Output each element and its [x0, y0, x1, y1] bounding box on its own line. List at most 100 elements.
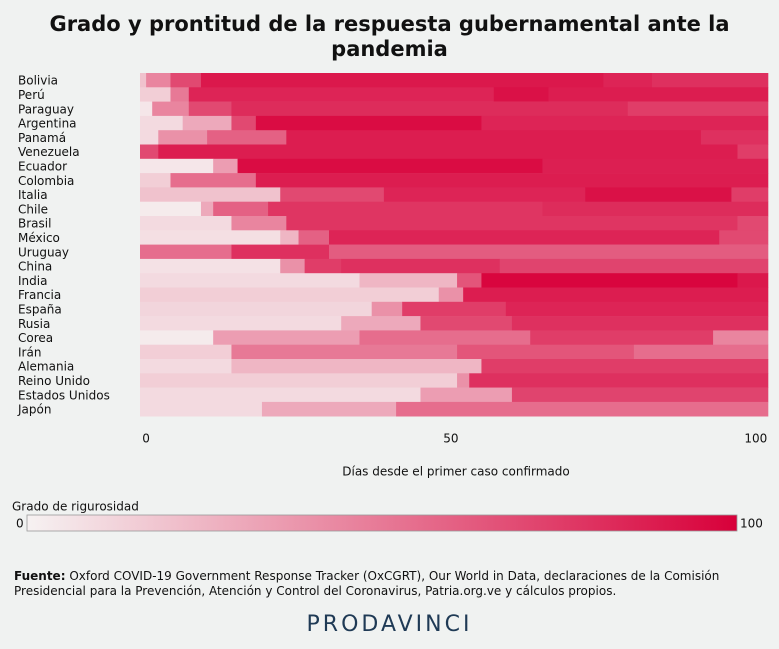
source-text: Oxford COVID-19 Government Response Trac…: [14, 569, 720, 598]
heat-cell: [140, 316, 342, 331]
heat-cell: [420, 387, 513, 403]
heat-cell: [158, 144, 738, 160]
heat-cell: [170, 87, 190, 102]
heat-cell: [737, 216, 769, 231]
heat-cell: [213, 201, 269, 217]
heat-cell: [548, 87, 769, 102]
colorbar-min-label: 0: [16, 517, 24, 531]
heat-cell: [188, 101, 232, 117]
heat-cell: [140, 201, 202, 217]
row-label: Francia: [18, 288, 61, 302]
heat-cell: [140, 387, 421, 403]
heat-cell: [341, 316, 421, 331]
heat-cell: [719, 230, 769, 245]
heat-cell: [140, 115, 183, 131]
x-tick-label: 100: [744, 432, 767, 446]
heat-cell: [603, 73, 653, 88]
source-note: Fuente: Oxford COVID-19 Government Respo…: [14, 569, 764, 599]
heat-cell: [255, 115, 482, 131]
heat-cell: [457, 273, 482, 288]
row-label: India: [18, 274, 47, 288]
heat-cell: [542, 158, 769, 174]
heat-cell: [420, 316, 513, 331]
heat-cell: [231, 216, 287, 231]
heat-cell: [140, 230, 281, 245]
heat-cell: [207, 130, 287, 145]
heat-cell: [213, 330, 360, 345]
heat-cell: [231, 344, 458, 360]
x-tick-label: 50: [443, 432, 458, 446]
heat-cell: [359, 330, 531, 345]
row-label: Brasil: [18, 217, 51, 231]
heat-cell: [731, 187, 769, 202]
chart-title: Grado y prontitud de la respuesta gubern…: [49, 12, 730, 61]
heat-cell: [700, 130, 769, 145]
row-label: Perú: [18, 88, 45, 102]
row-label: Argentina: [18, 117, 77, 131]
brand-logo: PRODAVINCI: [306, 612, 473, 637]
heat-cell: [298, 230, 330, 245]
heat-cell: [158, 130, 208, 145]
heat-cell: [261, 401, 397, 417]
heat-cell: [457, 373, 470, 388]
heat-cell: [140, 330, 214, 345]
row-label: Alemania: [18, 360, 74, 374]
heat-cell: [237, 158, 543, 174]
heat-cell: [511, 387, 769, 403]
heat-cell: [140, 258, 281, 274]
heat-cell: [213, 158, 238, 174]
row-label: Italia: [18, 188, 48, 202]
heat-cell: [457, 344, 635, 360]
heat-cell: [140, 301, 372, 317]
heat-cell: [304, 258, 342, 274]
heat-cell: [481, 359, 769, 374]
row-label: Paraguay: [18, 102, 74, 116]
heat-cell: [329, 244, 769, 260]
heat-cell: [329, 230, 720, 245]
heat-cell: [140, 173, 171, 188]
heat-cell: [140, 158, 214, 174]
heat-cell: [280, 187, 385, 202]
x-tick-label: 0: [142, 432, 150, 446]
heat-cell: [140, 273, 360, 288]
heat-cell: [140, 359, 232, 374]
source-label: Fuente:: [14, 569, 66, 583]
heat-cell: [140, 187, 281, 202]
row-label: Reino Unido: [18, 374, 90, 388]
row-label: Chile: [18, 202, 48, 216]
heat-cell: [371, 301, 403, 317]
heat-cell: [481, 115, 769, 131]
heat-cell: [200, 73, 604, 88]
heat-cell: [286, 130, 702, 145]
heat-cell: [280, 258, 305, 274]
heat-cell: [438, 287, 464, 303]
heat-cell: [140, 373, 458, 388]
row-label: Estados Unidos: [18, 388, 110, 402]
heat-cell: [469, 373, 769, 388]
heat-cell: [140, 130, 159, 145]
heat-cell: [140, 216, 232, 231]
heat-cell: [255, 173, 769, 188]
heat-cell: [511, 316, 769, 331]
heat-cell: [140, 287, 440, 303]
row-label: Venezuela: [18, 145, 80, 159]
heat-cell: [505, 301, 769, 317]
heat-cell: [146, 73, 171, 88]
heat-cell: [140, 144, 159, 160]
heat-cell: [140, 73, 147, 88]
heat-cell: [231, 244, 330, 260]
heat-cell: [170, 173, 257, 188]
heat-cell: [280, 230, 299, 245]
heat-cell: [286, 216, 738, 231]
heat-cell: [182, 115, 232, 131]
heat-cell: [231, 101, 629, 117]
heat-cell: [140, 401, 263, 417]
heat-cell: [652, 73, 769, 88]
heat-cell: [200, 201, 214, 217]
row-label: Panamá: [18, 131, 66, 145]
row-label: Colombia: [18, 174, 74, 188]
heat-cell: [463, 287, 769, 303]
heat-cell: [231, 115, 257, 131]
heat-cell: [188, 87, 494, 102]
row-label: Uruguay: [18, 245, 69, 259]
